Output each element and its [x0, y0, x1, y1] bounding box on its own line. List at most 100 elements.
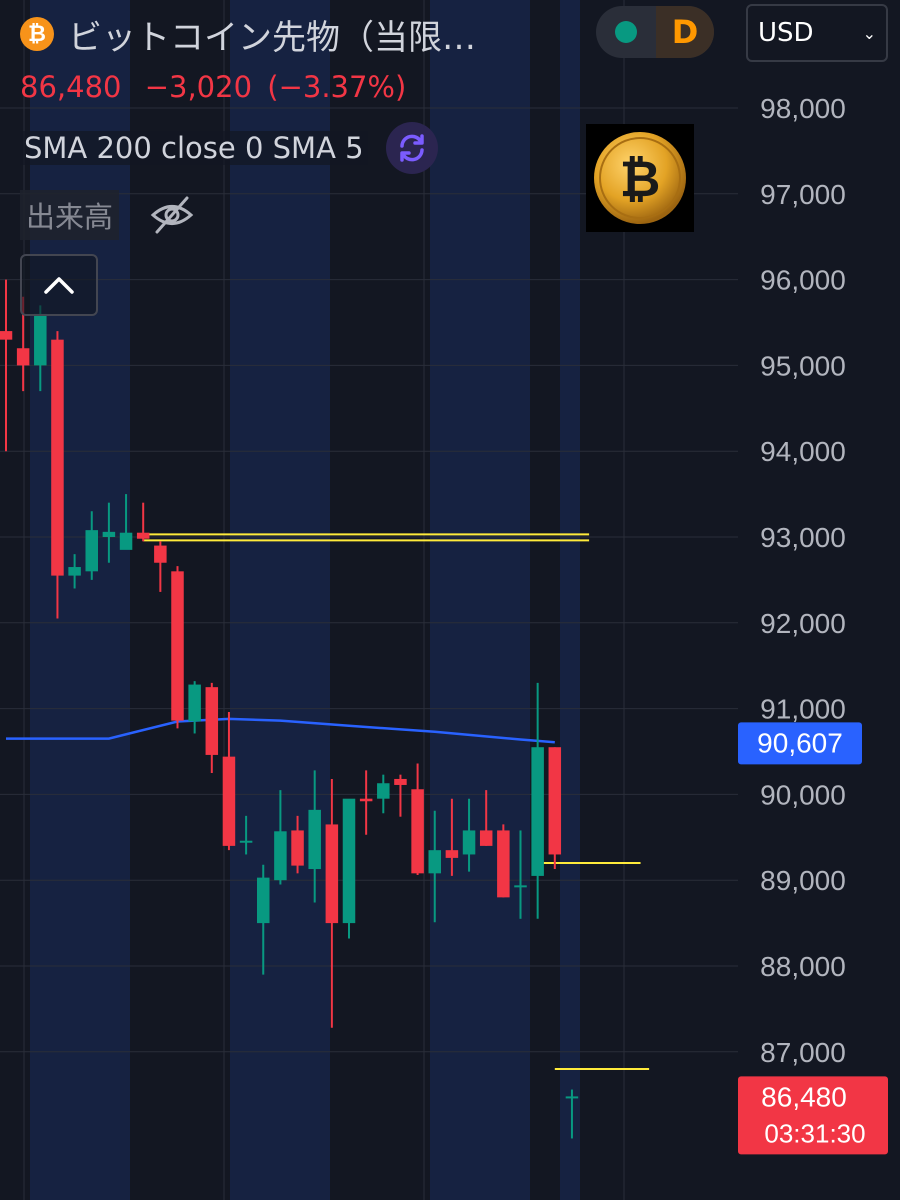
price-axis[interactable]: 98,000 97,000 96,000 95,000 94,000 93,000 92,0…: [738, 0, 900, 1200]
session-band: [30, 0, 130, 1200]
candle-body: [325, 824, 339, 924]
candle: [291, 815, 304, 874]
eye-off-icon[interactable]: [149, 192, 195, 238]
candle: [274, 790, 287, 885]
bitcoin-icon: ₿: [20, 17, 54, 51]
price-tick-label: 96,000: [760, 265, 846, 296]
bitcoin-logo-image: ₿: [586, 124, 694, 232]
candle-body: [136, 532, 150, 539]
candle: [119, 494, 133, 550]
candle: [411, 763, 424, 876]
candle-body: [342, 798, 356, 924]
candle-body: [377, 783, 390, 799]
candle-body: [171, 571, 184, 721]
sma-price-label: 90,607: [757, 727, 843, 758]
candle-body: [531, 747, 544, 876]
live-dot-icon: [615, 21, 637, 43]
change-value: −3,020: [144, 70, 253, 104]
session-band: [230, 0, 330, 1200]
chevron-down-icon: ⌄: [862, 23, 876, 43]
candle: [34, 305, 47, 392]
candle-body: [222, 756, 236, 846]
candle: [479, 790, 493, 846]
candle: [102, 502, 116, 563]
candle: [154, 541, 167, 592]
svg-text:₿: ₿: [620, 150, 661, 208]
candle-body: [68, 567, 81, 576]
volume-label[interactable]: 出来高: [20, 190, 120, 240]
price-tick-label: 87,000: [760, 1037, 846, 1068]
price-tick-label: 98,000: [760, 93, 846, 124]
candle: [548, 747, 562, 870]
candle-body: [479, 830, 493, 846]
candle-body: [411, 789, 424, 874]
price-labels: 90,607 86,480 03:31:30: [738, 722, 888, 1155]
candle: [342, 798, 356, 939]
refresh-button[interactable]: [385, 122, 438, 174]
candle-body: [359, 798, 373, 802]
candle: [428, 810, 441, 923]
volume-legend[interactable]: 出来高: [20, 190, 195, 240]
session-shading: [30, 0, 580, 1200]
candle-body: [0, 331, 13, 340]
candle: [359, 770, 373, 835]
price-tick-label: 90,000: [760, 779, 846, 810]
price-tick-label: 94,000: [760, 436, 846, 467]
last-price-label: 86,480: [761, 1081, 847, 1112]
candle-body: [188, 684, 201, 722]
price-tick-label: 95,000: [760, 350, 846, 381]
candle: [257, 864, 270, 975]
candles: [0, 279, 579, 1139]
symbol-header[interactable]: ₿ ビットコイン先物（当限…: [20, 8, 548, 60]
bitcoin-coin-icon: ₿: [594, 132, 686, 224]
indicator-legend[interactable]: SMA 200 close 0 SMA 5: [20, 122, 438, 174]
candle-body: [445, 850, 459, 858]
candle: [462, 798, 476, 872]
candle: [222, 712, 236, 851]
candle-body: [102, 531, 116, 537]
candle-body: [154, 545, 167, 563]
candle-body: [497, 830, 510, 898]
price-tick-label: 92,000: [760, 608, 846, 639]
candle-body: [257, 877, 270, 924]
indicator-label[interactable]: SMA 200 close 0 SMA 5: [20, 131, 368, 165]
candle: [325, 778, 339, 1028]
candle: [497, 824, 510, 898]
candle-body: [205, 687, 219, 755]
candle: [308, 770, 321, 903]
price-tick-label: 89,000: [760, 865, 846, 896]
candle-body: [565, 1096, 579, 1099]
price-tick-label: 97,000: [760, 179, 846, 210]
interval-badge[interactable]: D: [656, 6, 714, 58]
candle: [514, 830, 527, 919]
currency-value: USD: [758, 18, 814, 48]
sma-price-badge: [738, 722, 862, 765]
candle: [394, 774, 407, 817]
refresh-icon: [399, 134, 424, 162]
candle: [85, 511, 98, 580]
collapse-legend-button[interactable]: [20, 254, 98, 316]
candle: [0, 279, 13, 452]
candle-body: [274, 831, 287, 881]
candle: [188, 681, 201, 734]
status-pill[interactable]: D: [596, 6, 714, 58]
currency-select[interactable]: USD ⌄: [746, 4, 888, 62]
candle-body: [85, 530, 98, 572]
candle-body: [239, 840, 253, 843]
candle-body: [462, 830, 476, 855]
candle-body: [34, 313, 47, 366]
candle: [565, 1089, 579, 1139]
countdown-label: 03:31:30: [764, 1118, 865, 1148]
candle-body: [51, 339, 64, 576]
change-percent: (−3.37%): [267, 70, 407, 104]
candle-body: [514, 885, 527, 888]
last-price: 86,480: [20, 70, 122, 104]
candle: [171, 566, 184, 729]
candle-body: [394, 778, 407, 785]
symbol-title[interactable]: ビットコイン先物（当限…: [68, 17, 476, 58]
candle: [239, 815, 253, 855]
session-band: [560, 0, 580, 1200]
price-tick-label: 88,000: [760, 951, 846, 982]
candle: [445, 798, 459, 876]
